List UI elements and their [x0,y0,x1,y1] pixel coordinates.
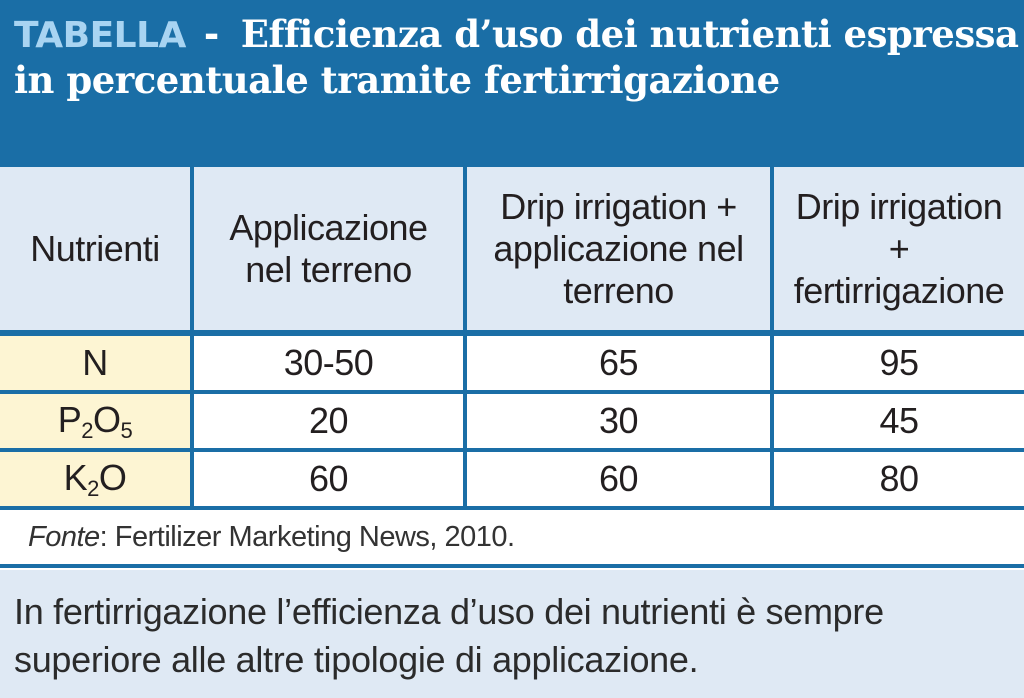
formula-part: O [93,398,121,440]
title-text: Efficienza d’uso dei nutrienti espressa … [14,12,1019,102]
table-title: TABELLA - Efficienza d’uso dei nutrienti e… [14,12,1024,102]
source-text: : Fertilizer Marketing News, 2010. [99,521,515,553]
value-cell: 30-50 [190,330,467,394]
table-row: K2O 60 60 80 [0,448,1024,510]
table-row: N 30-50 65 95 [0,330,1024,394]
title-tag: TABELLA [14,15,186,56]
formula-part: P [57,398,82,440]
table-row: P2O5 20 30 45 [0,390,1024,452]
formula-subscript: 2 [87,475,99,501]
column-header: Drip irrigation + applicazione nel terre… [463,163,774,335]
formula-subscript: 2 [81,417,93,443]
value-cell: 60 [190,448,467,510]
formula-part: K [63,456,88,498]
nutrient-cell: N [0,330,194,394]
source-label: Fonte [28,521,100,553]
nutrient-efficiency-table: Nutrienti Applicazione nel terreno Drip … [0,163,1024,510]
header-row: Nutrienti Applicazione nel terreno Drip … [0,163,1024,335]
summary-note: In fertirrigazione l’efficienza d’uso de… [0,570,1024,698]
column-header: Nutrienti [0,163,194,335]
formula-subscript: 5 [120,417,133,443]
table-header: TABELLA - Efficienza d’uso dei nutrienti e… [0,0,1024,163]
source-citation: Fonte: Fertilizer Marketing News, 2010. [0,508,1024,568]
column-header: Applicazione nel terreno [190,163,467,335]
value-cell: 60 [463,448,774,510]
value-cell: 80 [770,448,1024,510]
value-cell: 20 [190,390,467,452]
nutrient-cell: K2O [0,448,194,510]
value-cell: 65 [463,330,774,394]
nutrient-cell: P2O5 [0,390,194,452]
value-cell: 95 [770,330,1024,394]
column-header: Drip irrigation + fertirrigazione [770,163,1024,335]
value-cell: 30 [463,390,774,452]
value-cell: 45 [770,390,1024,452]
title-separator: - [203,13,219,56]
formula-part: O [98,456,127,498]
